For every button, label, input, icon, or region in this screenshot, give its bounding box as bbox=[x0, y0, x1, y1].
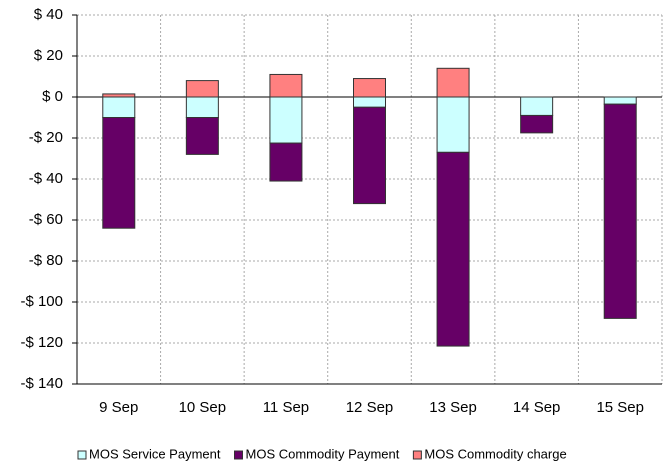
y-tick-label: -$ 80 bbox=[29, 252, 63, 269]
bar-segment bbox=[436, 151, 470, 347]
bar-segment bbox=[102, 93, 136, 98]
x-tick-label: 9 Sep bbox=[99, 399, 138, 416]
bar-segment bbox=[185, 96, 219, 118]
x-tick-label: 12 Sep bbox=[346, 399, 394, 416]
y-tick-label: -$ 60 bbox=[29, 211, 63, 228]
bar-segment bbox=[185, 80, 219, 98]
bar-segment bbox=[269, 73, 303, 98]
bar-segment bbox=[353, 78, 386, 98]
legend-swatch bbox=[412, 450, 422, 460]
bar-segment bbox=[436, 96, 470, 153]
bar-segment bbox=[185, 117, 219, 155]
bar-segment bbox=[353, 106, 386, 205]
y-tick-label: $ 0 bbox=[42, 88, 63, 105]
x-tick-label: 11 Sep bbox=[263, 399, 309, 416]
x-tick-label: 14 Sep bbox=[513, 399, 561, 416]
legend-label: MOS Commodity Payment bbox=[246, 446, 400, 461]
bar-segment bbox=[353, 96, 386, 108]
bar-segment bbox=[603, 96, 637, 105]
x-tick-label: 10 Sep bbox=[179, 399, 227, 416]
y-tick-label: -$ 120 bbox=[20, 334, 63, 351]
y-tick-label: -$ 20 bbox=[29, 129, 63, 146]
bar-segment bbox=[436, 67, 470, 98]
bar-segment bbox=[520, 114, 554, 134]
y-tick-label: $ 40 bbox=[34, 6, 63, 23]
x-tick-label: 13 Sep bbox=[429, 399, 477, 416]
bar-segment bbox=[520, 96, 554, 116]
bar-segment bbox=[269, 142, 303, 182]
legend-swatch bbox=[234, 450, 243, 460]
y-tick-label: -$ 40 bbox=[29, 170, 63, 187]
bar-segment bbox=[603, 103, 637, 319]
bar-segment bbox=[102, 96, 136, 118]
bar-segment bbox=[102, 117, 136, 229]
y-tick-label: $ 20 bbox=[34, 47, 63, 64]
bar-segment bbox=[269, 96, 303, 144]
y-tick-label: -$ 100 bbox=[20, 293, 63, 310]
legend-label: MOS Commodity charge bbox=[424, 446, 566, 461]
x-tick-label: 15 Sep bbox=[596, 399, 644, 416]
legend-swatch bbox=[77, 450, 87, 460]
y-tick-label: -$ 140 bbox=[20, 375, 63, 392]
legend-label: MOS Service Payment bbox=[89, 446, 221, 461]
